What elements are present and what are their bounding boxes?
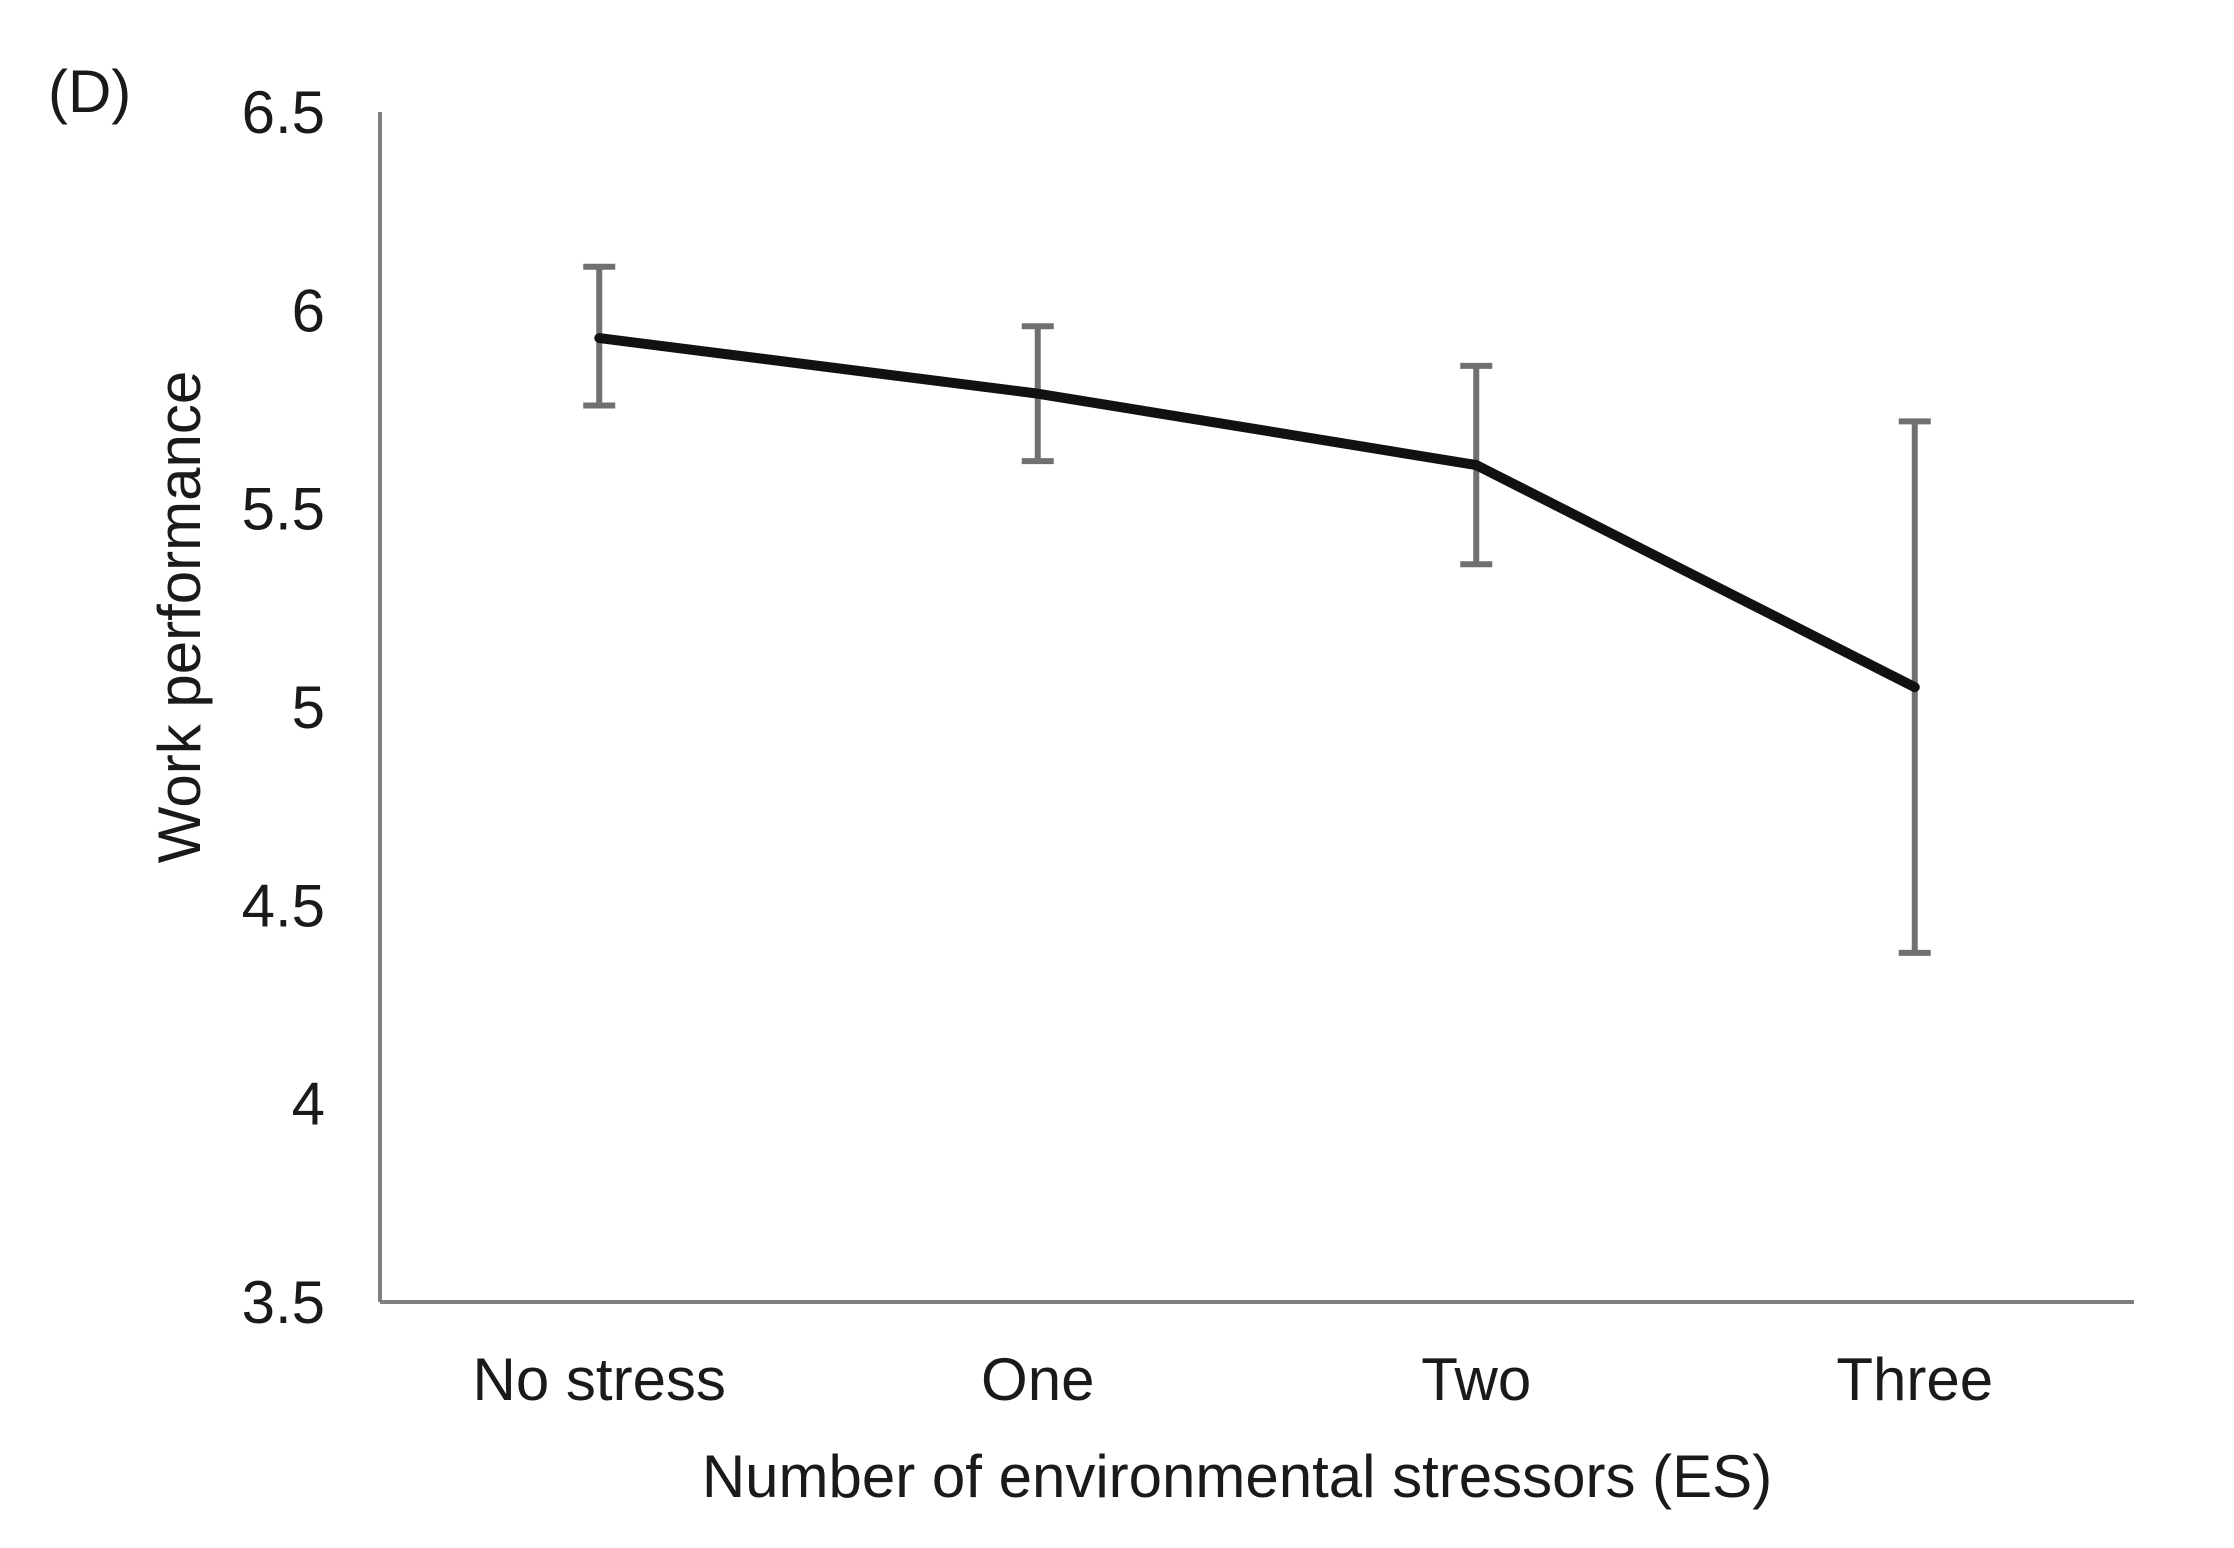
y-tick-label: 6.5 bbox=[242, 79, 325, 146]
y-tick-label: 5.5 bbox=[242, 476, 325, 543]
y-tick-label: 5 bbox=[292, 674, 325, 741]
y-tick-label: 4 bbox=[292, 1071, 325, 1138]
panel-label: (D) bbox=[48, 58, 131, 125]
error-bars bbox=[583, 263, 1931, 956]
y-tick-label: 3.5 bbox=[242, 1269, 325, 1336]
x-category-label: No stress bbox=[473, 1346, 726, 1413]
x-category-label: One bbox=[981, 1346, 1094, 1413]
y-axis-ticks: 3.5 4 4.5 5 5.5 6 6.5 bbox=[242, 79, 325, 1336]
x-axis-categories: No stress One Two Three bbox=[473, 1346, 1994, 1413]
y-axis-title: Work performance bbox=[146, 371, 213, 863]
y-tick-label: 6 bbox=[292, 277, 325, 344]
y-tick-label: 4.5 bbox=[242, 872, 325, 939]
series-line bbox=[594, 333, 1920, 693]
x-category-label: Three bbox=[1836, 1346, 1993, 1413]
x-category-label: Two bbox=[1421, 1346, 1531, 1413]
x-axis-title: Number of environmental stressors (ES) bbox=[702, 1443, 1772, 1510]
